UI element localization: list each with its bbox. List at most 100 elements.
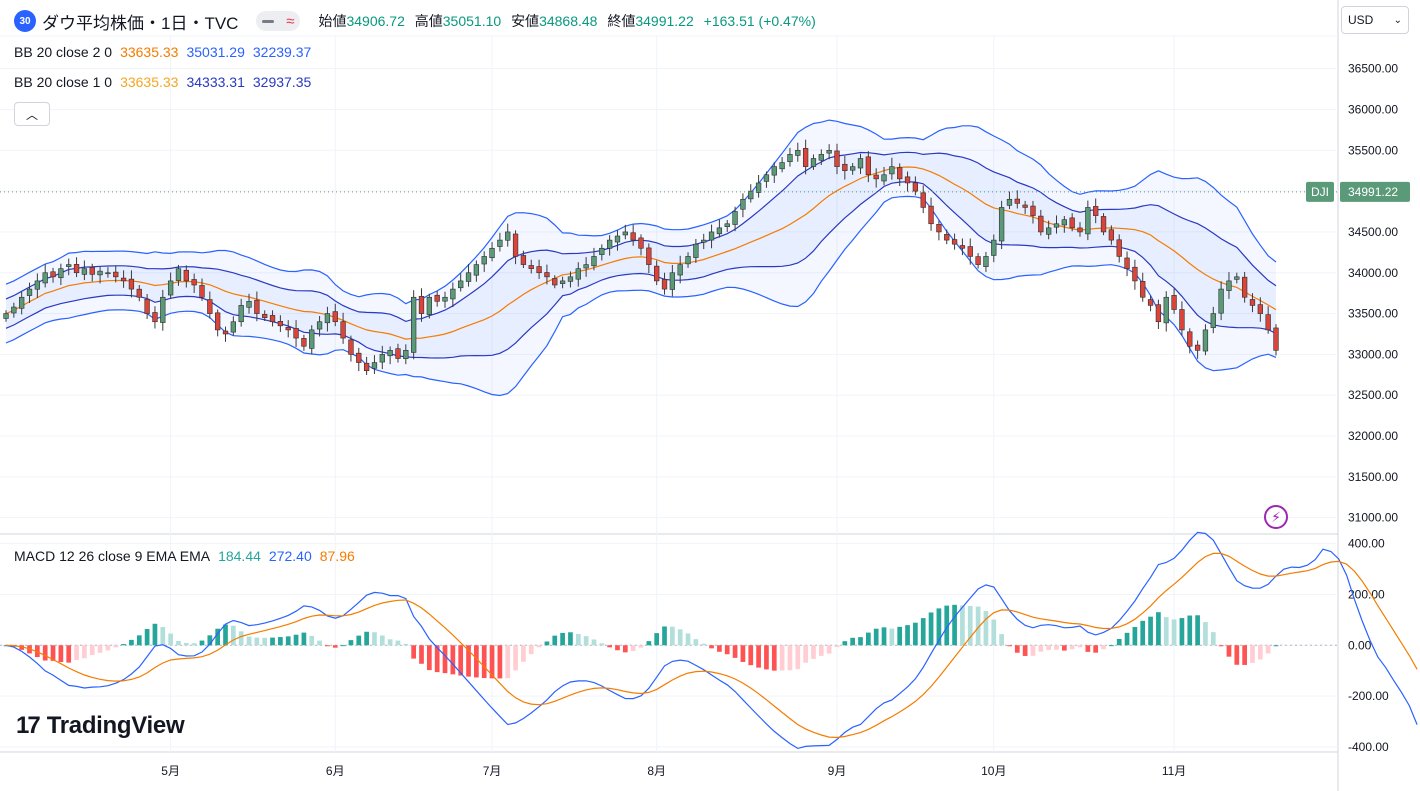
bb2-upper-line <box>5 119 1277 305</box>
macd-hist-bar <box>834 645 840 648</box>
macd-hist-bar <box>113 645 119 648</box>
bb1-lower-value: 32937.35 <box>252 74 312 90</box>
macd-hist-bar <box>168 633 173 646</box>
macd-hist-bar <box>1093 645 1099 653</box>
candle-body <box>842 163 848 172</box>
candle-body <box>505 231 511 241</box>
macd-hist-bar <box>285 636 291 646</box>
bb2-mid-value: 33635.33 <box>120 44 179 60</box>
candle-body <box>473 264 480 276</box>
macd-hist-bar <box>1007 645 1012 647</box>
price-tag-text: 34991.22 <box>1348 185 1398 199</box>
candle-body <box>450 288 456 300</box>
candle-body <box>787 154 793 163</box>
macd-hist-bar <box>1156 612 1161 646</box>
macd-hist-bar <box>787 645 793 671</box>
candle-body <box>567 276 574 282</box>
candle-body <box>575 268 581 280</box>
candle-body <box>661 279 668 290</box>
macd-hist-bar <box>58 645 64 663</box>
macd-hist-bar <box>1257 645 1263 660</box>
high-value: 35051.10 <box>442 13 502 29</box>
bb2-legend[interactable]: BB 20 close 2 0 33635.33 35031.29 32239.37 <box>14 44 319 60</box>
macd-hist-bar <box>905 625 910 646</box>
candle-body <box>1022 204 1028 208</box>
candle-body <box>795 149 801 156</box>
symbol-title[interactable]: ダウ平均株価・1日・TVC <box>42 13 239 33</box>
time-tick-label: 11月 <box>1162 764 1186 778</box>
macd-hist-bar <box>552 635 558 646</box>
candle-body <box>285 326 291 331</box>
candle-body <box>638 237 644 249</box>
lightning-icon[interactable]: ⚡ <box>1264 505 1288 529</box>
symbol-badge[interactable]: 30 <box>14 10 36 32</box>
macd-hist-bar <box>450 645 456 675</box>
candle-body <box>465 272 472 282</box>
macd-hist-bar <box>489 645 495 679</box>
tradingview-logo[interactable]: 17 TradingView <box>16 712 185 740</box>
macd-tick-label: 400.00 <box>1348 537 1385 551</box>
candle-body <box>959 245 966 249</box>
bb2-band-fill <box>6 120 1276 396</box>
collapse-legend-button[interactable]: ︿ <box>14 102 50 126</box>
macd-hist-bar <box>121 644 126 646</box>
macd-hist-bar <box>1171 619 1177 646</box>
candle-body <box>732 211 738 225</box>
chart-style-toggle[interactable]: ≈ <box>256 11 301 31</box>
price-tick-label: 33000.00 <box>1348 347 1398 361</box>
bb2-upper-value: 35031.29 <box>186 44 245 60</box>
candle-body <box>1140 281 1146 298</box>
macd-hist-bar <box>771 645 777 671</box>
bb1-lower-line <box>5 181 1277 359</box>
candle-body <box>363 362 370 372</box>
macd-hist-bar <box>230 625 236 646</box>
macd-hist-value: 184.44 <box>218 548 261 564</box>
macd-hist-bar <box>740 645 746 662</box>
macd-hist-bar <box>325 645 330 647</box>
macd-hist-bar <box>215 628 221 646</box>
candle-body <box>1069 217 1075 229</box>
candle-body <box>348 339 354 355</box>
candle-body <box>426 296 432 315</box>
macd-hist-bar <box>1038 645 1044 652</box>
macd-hist-bar <box>685 633 691 646</box>
candle-body <box>1171 295 1177 310</box>
candle-body <box>528 265 534 269</box>
macd-hist-bar <box>160 627 166 646</box>
macd-hist-bar <box>1116 638 1122 646</box>
candle-body <box>834 150 840 167</box>
candle-body <box>559 280 566 284</box>
currency-select[interactable]: USD ⌄ <box>1341 6 1409 34</box>
macd-hist-bar <box>764 645 769 670</box>
candle-body <box>552 278 558 286</box>
candle-body <box>1006 198 1013 206</box>
candle-body <box>983 256 989 267</box>
price-tick-label: 33500.00 <box>1348 307 1398 321</box>
candle-body <box>1265 314 1271 331</box>
bb2-lower-value: 32239.37 <box>252 44 312 60</box>
macd-hist-bar <box>19 645 25 650</box>
macd-hist-bar <box>136 635 142 646</box>
macd-hist-bar <box>262 637 268 646</box>
candle-body <box>920 192 926 208</box>
candle-body <box>850 166 856 171</box>
candle-body <box>26 288 33 296</box>
candle-body <box>810 158 817 167</box>
candle-body <box>50 271 56 278</box>
macd-legend[interactable]: MACD 12 26 close 9 EMA EMA 184.44 272.40 87… <box>14 548 363 564</box>
chevron-up-icon: ︿ <box>25 107 38 122</box>
macd-hist-bar <box>1179 618 1185 646</box>
macd-line <box>5 531 1418 750</box>
macd-hist-bar <box>1069 645 1075 650</box>
macd-hist-bar <box>497 645 503 679</box>
macd-hist-bar <box>999 634 1004 646</box>
candle-body <box>1030 205 1036 216</box>
macd-hist-bar <box>850 637 856 646</box>
macd-hist-bar <box>293 634 299 646</box>
macd-hist-bar <box>144 629 150 646</box>
macd-hist-bar <box>599 643 605 646</box>
macd-hist-bar <box>513 645 518 671</box>
bb1-legend[interactable]: BB 20 close 1 0 33635.33 34333.31 32937.35 <box>14 74 319 90</box>
